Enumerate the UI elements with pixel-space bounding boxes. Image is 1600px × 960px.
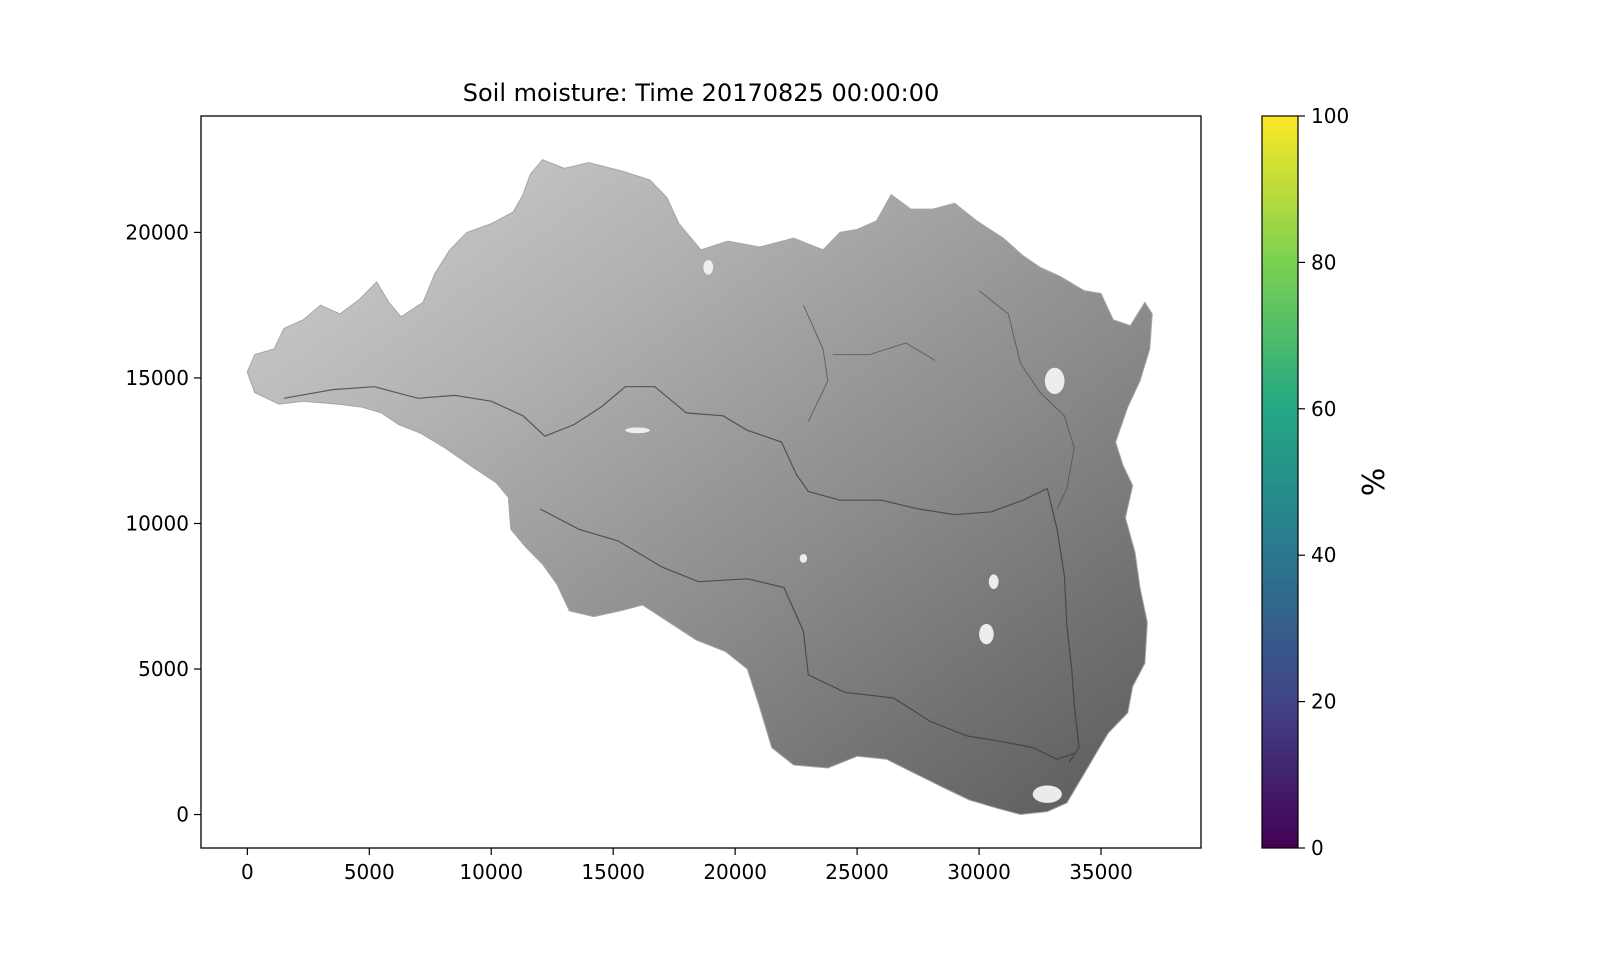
wet-patch: [988, 574, 999, 589]
colorbar-ticks: 0 20 40 60 80 100: [1298, 104, 1349, 860]
wet-patches: [625, 260, 1065, 803]
channel-line: [539, 508, 1075, 760]
x-tick-label: 10000: [459, 860, 523, 884]
x-tick-label: 5000: [344, 860, 395, 884]
plot-frame: [200, 115, 1202, 849]
chart-title: Soil moisture: Time 20170825 00:00:00: [463, 79, 940, 107]
y-tick-label: 0: [176, 803, 189, 827]
x-tick-label: 25000: [825, 860, 889, 884]
channel-line: [802, 305, 829, 422]
colorbar-tick-label: 100: [1311, 104, 1349, 128]
channel-line: [283, 386, 1080, 763]
colorbar-tick-label: 0: [1311, 836, 1324, 860]
x-tick-label: 30000: [947, 860, 1011, 884]
x-axis: 0 5000 10000 15000 20000 25000 30000 35000: [241, 848, 1133, 884]
x-tick-label: 20000: [703, 860, 767, 884]
wet-patch: [799, 554, 808, 563]
wet-patch: [1044, 367, 1065, 394]
y-tick-label: 20000: [125, 220, 189, 244]
x-tick-label: 15000: [581, 860, 645, 884]
channel-line: [978, 290, 1075, 510]
colorbar-label: %: [1357, 468, 1392, 497]
wet-patch: [979, 623, 994, 645]
wet-patch: [703, 260, 714, 275]
colorbar-tick-label: 60: [1311, 397, 1336, 421]
y-tick-label: 5000: [138, 657, 189, 681]
channel-line: [832, 342, 936, 361]
x-tick-label: 35000: [1069, 860, 1133, 884]
colorbar-tick-label: 20: [1311, 690, 1336, 714]
colorbar-tick-label: 40: [1311, 543, 1336, 567]
wet-patch: [1032, 785, 1062, 803]
colorbar-gradient: [1261, 115, 1299, 849]
y-tick-label: 10000: [125, 511, 189, 535]
y-axis: 0 5000 10000 15000 20000: [125, 220, 201, 827]
catchment-area: [246, 159, 1153, 816]
plot-area: [246, 159, 1153, 816]
colorbar: 0 20 40 60 80 100 %: [1261, 104, 1392, 860]
wet-patch: [625, 427, 650, 434]
channel-network: [283, 290, 1080, 763]
colorbar-tick-label: 80: [1311, 250, 1336, 274]
y-tick-label: 15000: [125, 366, 189, 390]
x-tick-label: 0: [241, 860, 254, 884]
